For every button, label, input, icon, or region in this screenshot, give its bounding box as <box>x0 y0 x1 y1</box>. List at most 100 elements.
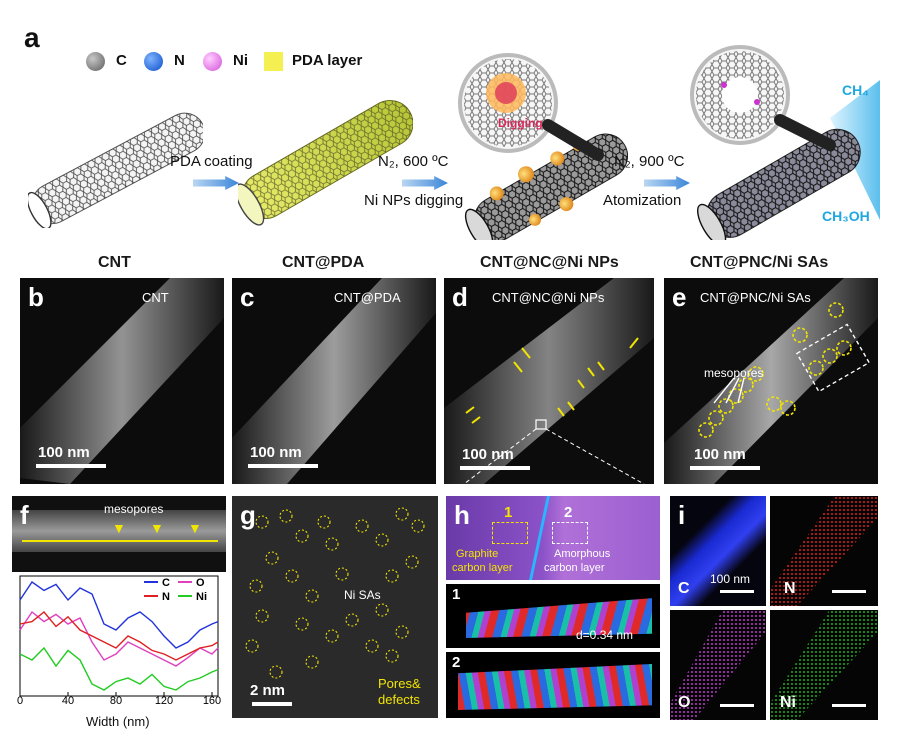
panel-f-band <box>12 510 226 552</box>
panel-h-graphite-line2: carbon layer <box>452 562 513 574</box>
panel-i-n-scalebar <box>832 590 866 593</box>
panel-f-arrow-3: ▼ <box>188 520 202 536</box>
panel-h-sub2: 2 <box>452 654 461 671</box>
panel-i-n-element: N <box>784 580 796 597</box>
series-line-n <box>19 611 219 661</box>
panel-f-yellow-line <box>22 540 218 542</box>
panel-b-tube-image <box>20 278 224 484</box>
panel-c-label: c <box>240 282 255 312</box>
panel-c-scalebar <box>248 464 318 468</box>
panel-e-mesopores-label: mesopores <box>704 366 764 380</box>
legend-c-swatch <box>86 52 105 71</box>
chart-frame <box>19 575 219 697</box>
panel-g-sas-circles <box>245 507 425 679</box>
step-n2-900: N₂, 900 ºC <box>614 153 685 170</box>
cnt-tube-illustration <box>28 112 203 228</box>
panel-e-scale-text: 100 nm <box>694 446 746 463</box>
series-line-ni <box>19 646 219 691</box>
flow-arrow-1 <box>193 176 239 190</box>
ch3oh-label: CH₃OH <box>822 208 870 224</box>
panel-d-title: CNT@NC@Ni NPs <box>492 290 605 305</box>
legend-pda-label: PDA layer <box>292 52 363 69</box>
panel-h-box2 <box>552 522 588 544</box>
panel-h-profile1: 1 d=0.34 nm <box>446 584 660 648</box>
panel-f-image: f mesopores ▼ ▼ ▼ <box>12 496 226 572</box>
legend-label-ni: Ni <box>196 591 207 603</box>
panel-e-scalebar <box>690 466 760 470</box>
panel-i-ni-scalebar <box>832 704 866 707</box>
legend-n-label: N <box>174 52 185 69</box>
panel-b-title: CNT <box>142 290 169 305</box>
panel-i-c-element: C <box>678 580 690 597</box>
flow-arrow-3 <box>644 176 690 190</box>
panel-b: b CNT 100 nm <box>20 278 224 484</box>
panel-h-top: 1 2 h Graphite carbon layer Amorphous ca… <box>446 496 660 580</box>
panel-h-box1 <box>492 522 528 544</box>
panel-h-graphite-line1: Graphite <box>456 548 499 560</box>
panel-g-scale-text: 2 nm <box>250 682 286 699</box>
header-cnt-pnc-ni: CNT@PNC/Ni SAs <box>690 254 829 271</box>
panel-c-scale-text: 100 nm <box>250 444 302 461</box>
panel-e-tube-image <box>664 278 878 484</box>
panel-f-label: f <box>20 500 29 530</box>
x-tick-label: 0 <box>17 695 23 704</box>
panel-a: a C N Ni PDA layer PDA coating <box>0 0 898 240</box>
panel-d-label: d <box>452 282 468 312</box>
panel-d-scale-text: 100 nm <box>462 446 514 463</box>
digging-label: Digging <box>498 116 543 130</box>
cnt-ni-sas-illustration <box>690 45 880 240</box>
panel-g: g Ni SAs Pores& defects 2 nm <box>232 496 438 718</box>
step-ni-digging: Ni NPs digging <box>364 192 464 209</box>
legend-ni-swatch <box>203 52 222 71</box>
panel-h-amorph-line1: Amorphous <box>554 548 611 560</box>
panel-f-chart: 0 40 80 120 160 C O N Ni <box>17 575 221 704</box>
panel-h-amorph-line2: carbon layer <box>544 562 605 574</box>
series-line-o <box>19 610 219 667</box>
cnt-pda-illustration <box>238 100 413 226</box>
legend-n-swatch <box>144 52 163 71</box>
header-cnt: CNT <box>98 254 131 271</box>
panel-b-label: b <box>28 282 44 312</box>
panel-h-box1-num: 1 <box>504 504 513 521</box>
panel-i-map-ni: Ni <box>770 610 878 720</box>
legend-label-o: O <box>196 577 205 589</box>
panel-f-arrow-1: ▼ <box>112 520 126 536</box>
x-tick-label: 120 <box>155 695 173 704</box>
panel-e-title: CNT@PNC/Ni SAs <box>700 290 811 305</box>
panel-i-map-n: N <box>770 496 878 606</box>
x-tick-label: 160 <box>203 695 221 704</box>
legend-pda-swatch <box>264 52 283 71</box>
panel-i-scale-text: 100 nm <box>710 572 751 586</box>
flow-arrow-2 <box>402 176 448 190</box>
panel-c-tube-image <box>232 278 436 484</box>
panel-i-map-c: i 100 nm C <box>670 496 766 606</box>
ch4-label: CH₄ <box>842 82 869 98</box>
panel-g-pores-label-line2: defects <box>378 692 420 707</box>
header-cnt-nc-ni: CNT@NC@Ni NPs <box>480 254 619 271</box>
step-pda-coating: PDA coating <box>170 153 253 170</box>
panel-h-profile2-surface <box>458 664 652 710</box>
panel-h-profile2: 2 <box>446 652 660 718</box>
panel-i-label: i <box>678 500 686 530</box>
panel-a-label: a <box>24 22 40 53</box>
legend-label-c: C <box>162 577 170 589</box>
x-tick-label: 40 <box>62 695 74 704</box>
panel-b-scale-text: 100 nm <box>38 444 90 461</box>
panel-g-scalebar <box>252 702 292 706</box>
panel-f-mesopores-label: mesopores <box>104 502 164 516</box>
panel-i-map-o: O <box>670 610 766 720</box>
legend-ni-label: Ni <box>233 52 248 69</box>
panel-h-label: h <box>454 500 470 530</box>
panel-d-scalebar <box>460 466 530 470</box>
panel-g-pores-label-line1: Pores& <box>378 676 421 691</box>
panel-i-c-scalebar <box>720 590 754 593</box>
step-n2-600: N₂, 600 ºC <box>378 153 449 170</box>
series-line-c <box>19 581 219 649</box>
x-tick-label: 80 <box>110 695 122 704</box>
cnt-ni-nps-illustration <box>458 53 628 240</box>
legend-label-n: N <box>162 591 170 603</box>
panel-f-arrow-2: ▼ <box>150 520 164 536</box>
panel-g-label: g <box>240 500 256 530</box>
panel-i-o-scalebar <box>720 704 754 707</box>
panel-f-xlabel: Width (nm) <box>86 714 150 729</box>
